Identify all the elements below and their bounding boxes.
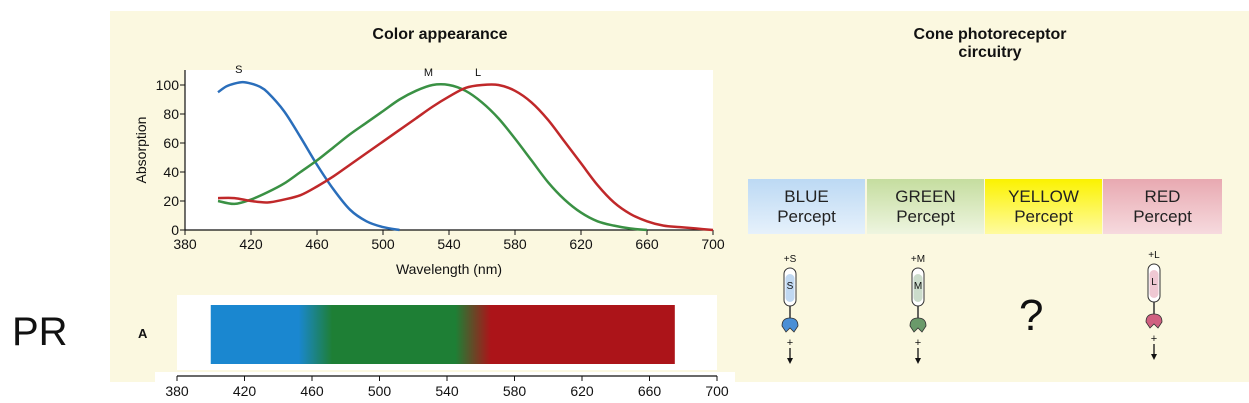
cone-output-sign: + bbox=[787, 337, 793, 349]
blue-percept-line-2: Percept bbox=[777, 206, 836, 226]
y-axis-label: Absorption bbox=[133, 117, 149, 184]
cone-pigment bbox=[785, 274, 795, 302]
cone-l: +L L + bbox=[1145, 250, 1163, 360]
spectrum-tick-label: 620 bbox=[570, 383, 594, 399]
cone-arrow-head bbox=[787, 358, 793, 364]
cone-arrow-head bbox=[1151, 354, 1157, 360]
spectrum-axis-box bbox=[155, 372, 735, 403]
yellow-percept-box: YELLOW Percept bbox=[985, 179, 1102, 234]
x-tick-label: 580 bbox=[503, 236, 527, 252]
yellow-percept-line-1: YELLOW bbox=[1008, 186, 1079, 206]
red-percept-box: RED Percept bbox=[1103, 179, 1222, 234]
x-tick-label: 620 bbox=[569, 236, 593, 252]
cone-output-sign: + bbox=[915, 337, 921, 349]
right-title-line-2: circuitry bbox=[958, 44, 1022, 61]
right-section-title: Cone photoreceptor circuitry bbox=[830, 26, 1150, 62]
green-percept-line-2: Percept bbox=[896, 206, 955, 226]
y-tick-label: 20 bbox=[163, 193, 179, 209]
spectrum-tick-label: 660 bbox=[638, 383, 662, 399]
series-label-l: L bbox=[475, 67, 481, 79]
unknown-cone-question-mark: ? bbox=[1019, 291, 1044, 340]
series-line-l bbox=[217, 83, 714, 232]
spectrum-tick-label: 500 bbox=[368, 383, 392, 399]
spectrum-tick-label: 540 bbox=[435, 383, 459, 399]
spectrum-tick-label: 380 bbox=[165, 383, 189, 399]
y-tick-label: 80 bbox=[163, 106, 179, 122]
x-tick-label: 660 bbox=[635, 236, 659, 252]
cone-letter: S bbox=[787, 281, 794, 292]
spectrum-tick-label: 420 bbox=[233, 383, 257, 399]
cone-output-sign: + bbox=[1151, 333, 1157, 345]
pr-label: PR bbox=[12, 310, 68, 354]
cone-top-label: +S bbox=[784, 254, 797, 265]
cone-letter: M bbox=[914, 281, 922, 292]
spectrum-strip: A 380 420 460 500 540 580 620 660 700 bbox=[138, 295, 735, 403]
cone-terminal bbox=[909, 317, 927, 333]
y-tick-label: 40 bbox=[163, 164, 179, 180]
blue-percept-line-1: BLUE bbox=[784, 186, 829, 206]
cone-diagrams: +S S + +M M + +L L + bbox=[781, 250, 1163, 364]
chart-lines bbox=[217, 80, 714, 232]
x-tick-label: 460 bbox=[305, 236, 329, 252]
absorption-chart: 380 420 460 500 540 580 620 660 700020406080100 … bbox=[133, 64, 725, 277]
y-tick-label: 60 bbox=[163, 135, 179, 151]
spectrum-tick-label: 580 bbox=[503, 383, 527, 399]
left-section-title: Color appearance bbox=[372, 26, 508, 43]
cone-top-label: +M bbox=[911, 254, 925, 265]
cone-top-label: +L bbox=[1148, 250, 1160, 261]
chart-axes: 380 420 460 500 540 580 620 660 700 0 20 40 60 80 100 bbox=[156, 70, 725, 252]
cone-pigment bbox=[1149, 270, 1159, 298]
green-percept-line-1: GREEN bbox=[895, 186, 956, 206]
x-tick-label: 500 bbox=[371, 236, 395, 252]
spectrum-axis: 380 420 460 500 540 580 620 660 700 bbox=[165, 375, 729, 399]
x-tick-label: 420 bbox=[239, 236, 263, 252]
spectrum-row-label: A bbox=[138, 326, 148, 341]
series-line-m bbox=[217, 83, 648, 232]
spectrum-tick-label: 700 bbox=[705, 383, 729, 399]
chart-plot-area bbox=[185, 70, 713, 230]
cone-terminal bbox=[781, 317, 799, 333]
x-tick-label: 700 bbox=[701, 236, 725, 252]
x-tick-label: 540 bbox=[437, 236, 461, 252]
series-label-s: S bbox=[235, 64, 242, 76]
x-axis-label: Wavelength (nm) bbox=[396, 261, 502, 277]
yellow-percept-line-2: Percept bbox=[1014, 206, 1073, 226]
cone-arrow-head bbox=[915, 358, 921, 364]
series-line-s bbox=[217, 80, 400, 232]
series-label-m: M bbox=[424, 67, 433, 79]
y-tick-label: 0 bbox=[171, 222, 179, 238]
cone-s: +S S + bbox=[781, 254, 799, 364]
red-percept-line-1: RED bbox=[1144, 186, 1181, 206]
cone-terminal bbox=[1145, 313, 1163, 329]
cone-letter: L bbox=[1151, 277, 1157, 288]
cone-m: +M M + bbox=[909, 254, 927, 364]
spectrum-gradient-bar bbox=[210, 305, 675, 364]
blue-percept-box: BLUE Percept bbox=[748, 179, 865, 234]
cone-pigment bbox=[913, 274, 923, 302]
green-percept-box: GREEN Percept bbox=[867, 179, 984, 234]
right-title-line-1: Cone photoreceptor bbox=[913, 26, 1067, 43]
y-tick-label: 100 bbox=[156, 77, 180, 93]
spectrum-tick-label: 460 bbox=[300, 383, 324, 399]
x-tick-label: 380 bbox=[173, 236, 197, 252]
red-percept-line-2: Percept bbox=[1133, 206, 1192, 226]
